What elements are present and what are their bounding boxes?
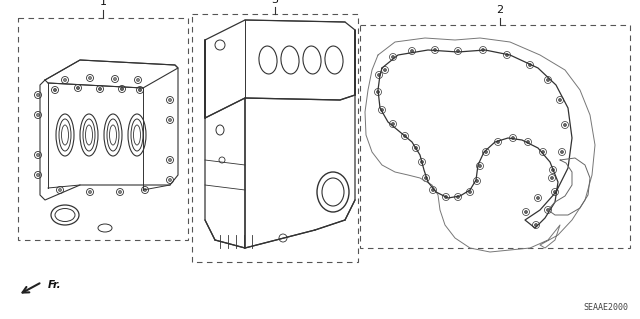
- Circle shape: [559, 99, 561, 101]
- Circle shape: [481, 48, 484, 51]
- Circle shape: [445, 196, 447, 198]
- Circle shape: [506, 54, 509, 56]
- Circle shape: [529, 63, 531, 66]
- Circle shape: [541, 151, 545, 153]
- Text: 2: 2: [497, 5, 504, 15]
- Circle shape: [547, 78, 550, 81]
- Bar: [360, 25, 630, 248]
- Circle shape: [536, 197, 540, 199]
- Circle shape: [383, 69, 387, 71]
- Circle shape: [88, 190, 92, 194]
- Circle shape: [468, 190, 472, 194]
- Text: 3: 3: [271, 0, 278, 5]
- Circle shape: [378, 73, 381, 77]
- Circle shape: [547, 209, 550, 211]
- Circle shape: [376, 91, 380, 93]
- Circle shape: [456, 196, 460, 198]
- Circle shape: [120, 87, 124, 91]
- Circle shape: [497, 140, 499, 144]
- Circle shape: [433, 48, 436, 51]
- Circle shape: [431, 189, 435, 191]
- Circle shape: [381, 108, 383, 112]
- Bar: [18, 18, 188, 240]
- Circle shape: [563, 123, 566, 127]
- Circle shape: [118, 190, 122, 194]
- Circle shape: [168, 118, 172, 122]
- Circle shape: [88, 77, 92, 79]
- Text: SEAAE2000: SEAAE2000: [583, 303, 628, 312]
- Circle shape: [36, 93, 40, 97]
- Circle shape: [527, 140, 529, 144]
- Bar: [192, 14, 358, 262]
- Circle shape: [36, 114, 40, 116]
- Circle shape: [456, 49, 460, 53]
- Text: 1: 1: [99, 0, 106, 7]
- Circle shape: [561, 151, 563, 153]
- Circle shape: [392, 122, 394, 125]
- Circle shape: [415, 146, 417, 150]
- Circle shape: [420, 160, 424, 164]
- Circle shape: [525, 211, 527, 213]
- Circle shape: [552, 168, 554, 172]
- Circle shape: [410, 49, 413, 53]
- Circle shape: [138, 88, 141, 92]
- Circle shape: [168, 179, 172, 182]
- Circle shape: [550, 176, 554, 180]
- Circle shape: [484, 151, 488, 153]
- Circle shape: [113, 78, 116, 80]
- Circle shape: [479, 165, 481, 167]
- Circle shape: [136, 78, 140, 81]
- Circle shape: [99, 87, 102, 91]
- Circle shape: [168, 99, 172, 101]
- Circle shape: [554, 190, 557, 194]
- Circle shape: [77, 86, 79, 90]
- Circle shape: [143, 189, 147, 191]
- Circle shape: [476, 180, 479, 182]
- Circle shape: [63, 78, 67, 81]
- Circle shape: [36, 153, 40, 157]
- Circle shape: [511, 137, 515, 139]
- Circle shape: [54, 88, 56, 92]
- Circle shape: [392, 56, 394, 58]
- Text: Fr.: Fr.: [48, 280, 61, 290]
- Circle shape: [58, 189, 61, 191]
- Circle shape: [534, 224, 538, 226]
- Circle shape: [403, 135, 406, 137]
- Circle shape: [424, 176, 428, 180]
- Circle shape: [36, 174, 40, 176]
- Circle shape: [168, 159, 172, 161]
